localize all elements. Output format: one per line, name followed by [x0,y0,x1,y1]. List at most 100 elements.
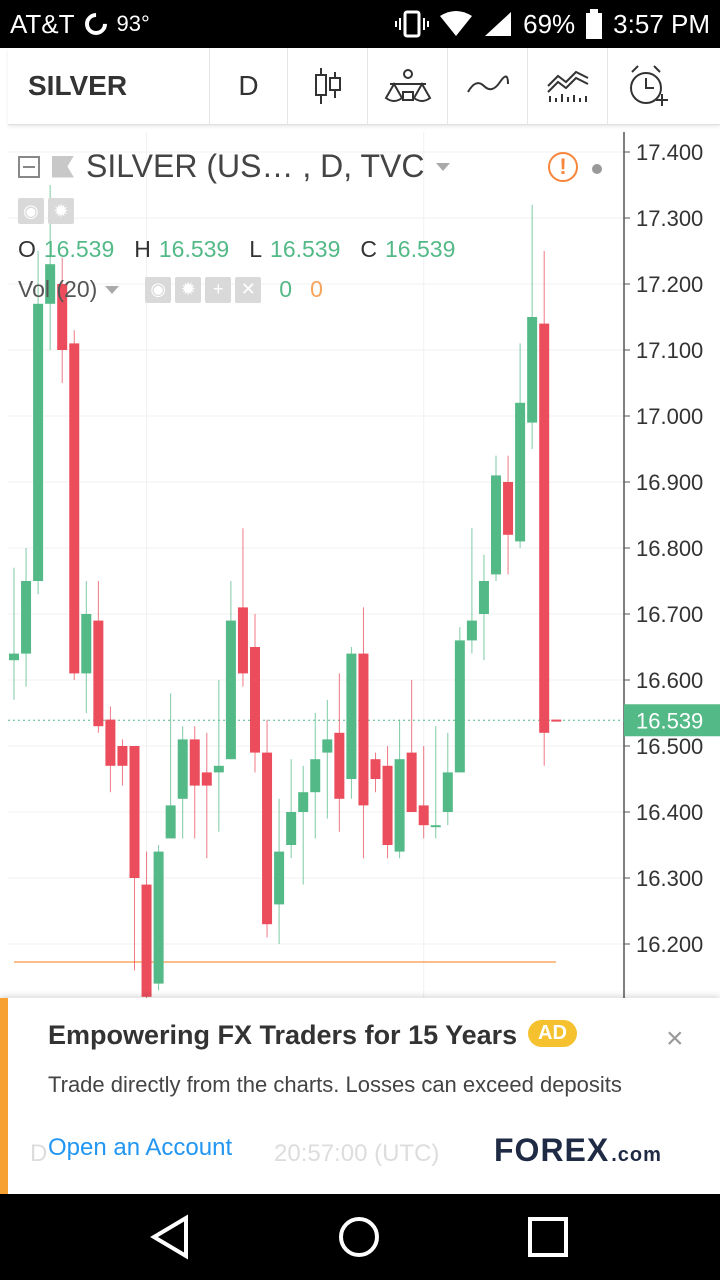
collapse-icon[interactable] [18,155,40,178]
candle-body [503,482,514,535]
candle-body [491,475,501,575]
home-icon[interactable] [339,1217,379,1257]
last-price-box [624,704,720,737]
series-title[interactable]: SILVER (US… , D, TVC [86,148,425,184]
ad-badge: AD [528,1020,577,1047]
battery-icon [586,9,603,39]
close-label: C [360,236,378,262]
candle-body [189,739,200,786]
candle-body [153,851,164,984]
interval-selector[interactable]: D [210,48,288,124]
candle-body [527,317,538,423]
ad-text[interactable]: Trade directly from the charts. Losses c… [48,1072,622,1097]
eye-icon[interactable]: ◉ [145,276,172,303]
clock: 3:57 PM [613,8,710,39]
candle-body [21,581,32,654]
logo-text: FOREX [494,1132,610,1168]
candle-body [382,765,393,845]
candle-body [141,884,152,997]
candle-body [33,303,44,581]
flag-icon[interactable] [52,155,74,178]
candle-body [478,581,489,614]
wifi-icon [440,11,473,36]
candle-body [117,746,128,766]
logo-domain: .com [611,1144,662,1166]
volume-title[interactable]: Vol (20) [18,276,98,302]
price-tick-label: 17.100 [636,338,703,363]
volume-ma-value: 0 [310,276,323,302]
candle-body [406,752,417,812]
eye-icon[interactable]: ◉ [18,198,44,224]
chart-toolbar: SILVER D [8,48,720,125]
ad-banner[interactable]: D 20:57:00 (UTC) Empowering FX Traders f… [0,998,720,1194]
price-tick-label: 17.400 [636,140,703,165]
candle-body [69,343,80,674]
open-value: 16.539 [43,236,115,262]
volume-value: 0 [279,276,293,302]
candle-body [165,805,176,839]
candle-body [454,640,465,773]
back-icon[interactable] [150,1214,188,1260]
price-tick-label: 16.500 [636,734,703,759]
price-tick-label: 16.600 [636,668,703,693]
candle-body [430,825,441,828]
market-status-dot [592,164,602,174]
price-chart[interactable]: 17.400 17.300 17.200 17.100 17.000 16.900 16.8… [8,132,720,998]
price-tick-label: 16.200 [636,932,703,957]
ohlc-readout: O 16.539 H 16.539 L 16.539 C 16.539 [18,236,467,263]
candle-body [57,284,68,350]
candle-body [225,620,236,760]
recents-icon[interactable] [528,1217,568,1257]
line-indicator-icon[interactable] [448,48,528,124]
price-tick-label: 16.700 [636,602,703,627]
gear-icon[interactable]: ✹ [48,198,74,224]
ghost-date-label: D [30,1140,48,1167]
last-price-label: 16.539 [636,708,703,733]
chevron-down-icon[interactable] [105,285,120,294]
open-account-link[interactable]: Open an Account [48,1134,233,1161]
candle-body [237,607,248,674]
plus-icon[interactable]: + [205,276,232,303]
gear-icon[interactable]: ✹ [175,276,202,303]
signal-icon [485,12,512,36]
navigation-bar [0,1194,720,1280]
candle-body [298,792,309,812]
temperature-label: 93° [116,11,150,36]
candle-body [213,765,224,773]
battery-percent: 69% [523,8,576,39]
close-icon[interactable]: ✕ [235,276,262,303]
sync-icon [79,8,112,40]
add-alert-icon[interactable] [608,48,688,124]
candle-body [551,719,562,722]
forex-logo[interactable]: FOREX .com [494,1132,662,1169]
price-tick-label: 16.900 [636,470,703,495]
low-value: 16.539 [270,236,341,262]
candle-body [346,653,357,779]
legend-title-row: SILVER (US… , D, TVC [18,148,451,185]
price-tick-label: 17.200 [636,272,703,297]
vibrate-icon [395,10,430,38]
close-value: 16.539 [385,236,456,262]
carrier-label: AT&T [10,8,75,39]
price-tick-label: 17.000 [636,404,703,429]
price-tick-label: 16.400 [636,800,703,825]
series-controls: ◉ ✹ [18,198,74,224]
candle-body [45,264,56,304]
ad-title[interactable]: Empowering FX Traders for 15 Years [48,1020,518,1050]
warning-icon[interactable]: ! [548,152,578,182]
symbol-selector[interactable]: SILVER [8,48,210,124]
chart-area[interactable]: 17.400 17.300 17.200 17.100 17.000 16.900 16.8… [8,132,720,998]
scale-icon[interactable] [368,48,448,124]
candles-icon[interactable] [288,48,368,124]
close-icon[interactable]: × [666,1022,684,1055]
high-value: 16.539 [158,236,230,262]
candle-body [250,647,260,753]
candle-body [105,719,116,766]
candle-body [274,851,285,905]
candle-body [358,653,369,806]
candle-body [418,805,429,826]
ghost-time-label: 20:57:00 (UTC) [274,1140,440,1167]
compare-icon[interactable] [528,48,608,124]
price-tick-label: 16.800 [636,536,703,561]
chevron-down-icon[interactable] [436,162,451,171]
